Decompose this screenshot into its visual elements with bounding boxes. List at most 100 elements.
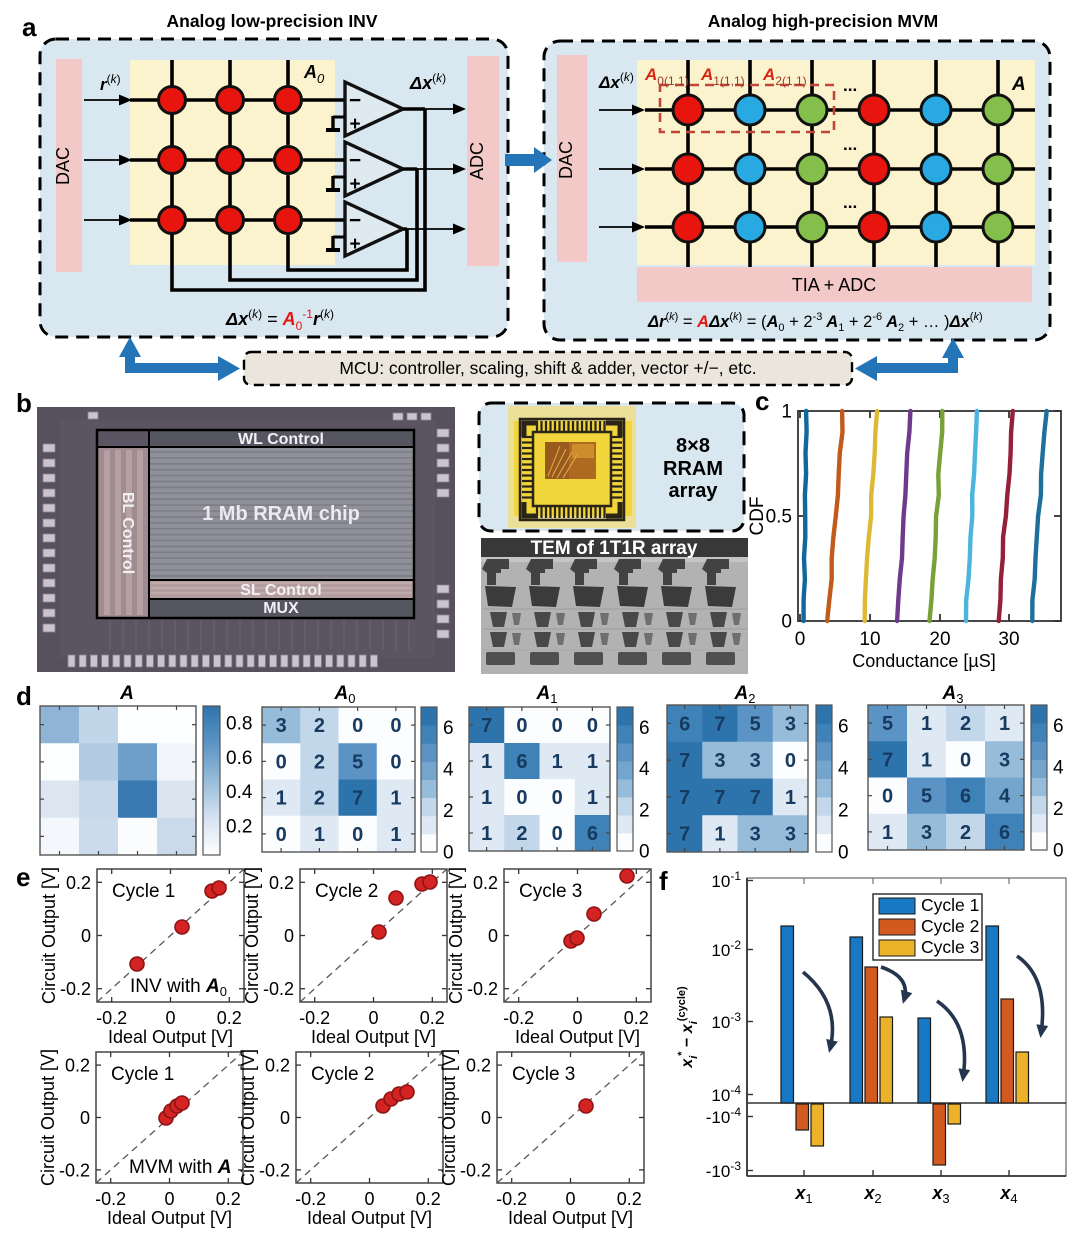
svg-text:A0: A0 xyxy=(334,683,356,706)
svg-text:6: 6 xyxy=(838,717,849,738)
svg-text:1: 1 xyxy=(276,788,287,810)
svg-text:8×8: 8×8 xyxy=(676,435,710,457)
svg-text:0.4: 0.4 xyxy=(226,782,253,803)
svg-text:0.5: 0.5 xyxy=(766,507,792,528)
svg-text:3: 3 xyxy=(785,713,796,735)
svg-text:...: ... xyxy=(843,193,857,212)
svg-text:0: 0 xyxy=(552,823,563,845)
svg-text:-0.2: -0.2 xyxy=(263,979,294,999)
svg-text:0: 0 xyxy=(443,843,454,864)
svg-text:CDF: CDF xyxy=(747,496,768,535)
svg-text:-0.2: -0.2 xyxy=(295,1189,326,1209)
svg-text:3: 3 xyxy=(276,715,287,737)
svg-text:6: 6 xyxy=(587,823,598,845)
svg-text:Circuit Output [V]: Circuit Output [V] xyxy=(242,867,262,1004)
svg-text:c: c xyxy=(755,386,769,416)
svg-text:3: 3 xyxy=(785,824,796,846)
svg-text:0: 0 xyxy=(960,749,971,771)
svg-text:Circuit Output [V]: Circuit Output [V] xyxy=(39,867,59,1004)
svg-text:0: 0 xyxy=(368,1008,378,1028)
svg-text:Conductance [µS]: Conductance [µS] xyxy=(852,651,995,671)
svg-text:a: a xyxy=(22,12,37,42)
svg-text:0.2: 0.2 xyxy=(617,1189,642,1209)
svg-text:2: 2 xyxy=(960,822,971,844)
svg-text:2: 2 xyxy=(314,751,325,773)
svg-text:0: 0 xyxy=(284,926,294,946)
svg-text:0: 0 xyxy=(838,843,849,864)
svg-text:3: 3 xyxy=(999,749,1010,771)
svg-text:0: 0 xyxy=(364,1189,374,1209)
svg-text:DAC: DAC xyxy=(53,147,73,185)
svg-text:0: 0 xyxy=(352,824,363,846)
svg-text:0: 0 xyxy=(565,1189,575,1209)
svg-text:MUX: MUX xyxy=(263,600,299,617)
svg-text:1: 1 xyxy=(481,823,492,845)
svg-text:A2: A2 xyxy=(734,683,756,706)
svg-text:0: 0 xyxy=(1053,841,1064,862)
svg-text:x4: x4 xyxy=(999,1183,1017,1206)
svg-text:−: − xyxy=(349,209,361,232)
svg-text:0: 0 xyxy=(785,750,796,772)
svg-text:7: 7 xyxy=(679,824,690,846)
svg-text:3: 3 xyxy=(750,824,761,846)
svg-text:0.2: 0.2 xyxy=(466,1056,491,1076)
svg-text:0: 0 xyxy=(639,842,650,863)
svg-text:Cycle 2: Cycle 2 xyxy=(311,1064,374,1085)
svg-text:0: 0 xyxy=(552,715,563,737)
svg-text:1: 1 xyxy=(390,788,401,810)
svg-text:5: 5 xyxy=(882,713,893,735)
svg-text:2: 2 xyxy=(516,823,527,845)
svg-text:3: 3 xyxy=(921,822,932,844)
svg-text:Cycle 1: Cycle 1 xyxy=(921,895,979,915)
svg-text:0: 0 xyxy=(80,1108,90,1128)
svg-text:30: 30 xyxy=(998,629,1019,650)
svg-text:2: 2 xyxy=(314,788,325,810)
svg-text:0.2: 0.2 xyxy=(473,873,498,893)
svg-text:x3: x3 xyxy=(931,1183,949,1206)
svg-text:1: 1 xyxy=(882,822,893,844)
svg-text:0.2: 0.2 xyxy=(226,816,252,837)
svg-text:10: 10 xyxy=(859,629,880,650)
svg-text:6: 6 xyxy=(516,751,527,773)
svg-text:-0.2: -0.2 xyxy=(460,1160,491,1180)
svg-text:MVM with A: MVM with A xyxy=(129,1157,231,1178)
svg-text:TIA + ADC: TIA + ADC xyxy=(792,275,877,295)
svg-text:1: 1 xyxy=(587,787,598,809)
svg-text:Δx(k): Δx(k) xyxy=(598,70,634,92)
svg-text:2: 2 xyxy=(838,801,849,822)
svg-text:4: 4 xyxy=(443,760,454,781)
svg-text:0: 0 xyxy=(390,715,401,737)
svg-text:x1: x1 xyxy=(794,1183,812,1206)
svg-text:r(k): r(k) xyxy=(100,72,121,94)
svg-text:xi* − xi(cycle): xi* − xi(cycle) xyxy=(676,986,700,1069)
svg-text:A2(1,1): A2(1,1) xyxy=(762,65,807,88)
svg-text:5: 5 xyxy=(921,786,932,808)
svg-text:1: 1 xyxy=(587,751,598,773)
svg-text:A1(1,1): A1(1,1) xyxy=(700,65,745,88)
svg-text:Cycle 2: Cycle 2 xyxy=(315,881,378,902)
svg-text:0: 0 xyxy=(795,629,806,650)
svg-text:6: 6 xyxy=(639,718,650,739)
svg-text:MCU: controller, scaling, shif: MCU: controller, scaling, shift & adder,… xyxy=(339,358,756,378)
svg-text:6: 6 xyxy=(1053,716,1064,737)
svg-text:TEM of 1T1R array: TEM of 1T1R array xyxy=(531,538,698,559)
svg-text:0.8: 0.8 xyxy=(226,714,252,735)
svg-text:6: 6 xyxy=(443,718,454,739)
svg-text:WL Control: WL Control xyxy=(238,431,324,448)
svg-text:5: 5 xyxy=(750,713,761,735)
svg-text:0.2: 0.2 xyxy=(624,1008,649,1028)
svg-text:0: 0 xyxy=(552,787,563,809)
svg-text:1: 1 xyxy=(921,749,932,771)
svg-text:2: 2 xyxy=(960,713,971,735)
svg-text:0: 0 xyxy=(587,715,598,737)
svg-text:6: 6 xyxy=(999,822,1010,844)
svg-text:1: 1 xyxy=(921,713,932,735)
svg-text:7: 7 xyxy=(750,787,761,809)
svg-text:Cycle 3: Cycle 3 xyxy=(512,1064,575,1085)
svg-text:Δx(k) = A0-1r(k): Δx(k) = A0-1r(k) xyxy=(225,307,334,333)
svg-text:Analog high-precision MVM: Analog high-precision MVM xyxy=(708,11,938,31)
svg-text:1: 1 xyxy=(714,824,725,846)
svg-text:Circuit Output [V]: Circuit Output [V] xyxy=(446,867,466,1004)
svg-text:5: 5 xyxy=(352,751,363,773)
svg-text:-0.2: -0.2 xyxy=(59,1160,90,1180)
